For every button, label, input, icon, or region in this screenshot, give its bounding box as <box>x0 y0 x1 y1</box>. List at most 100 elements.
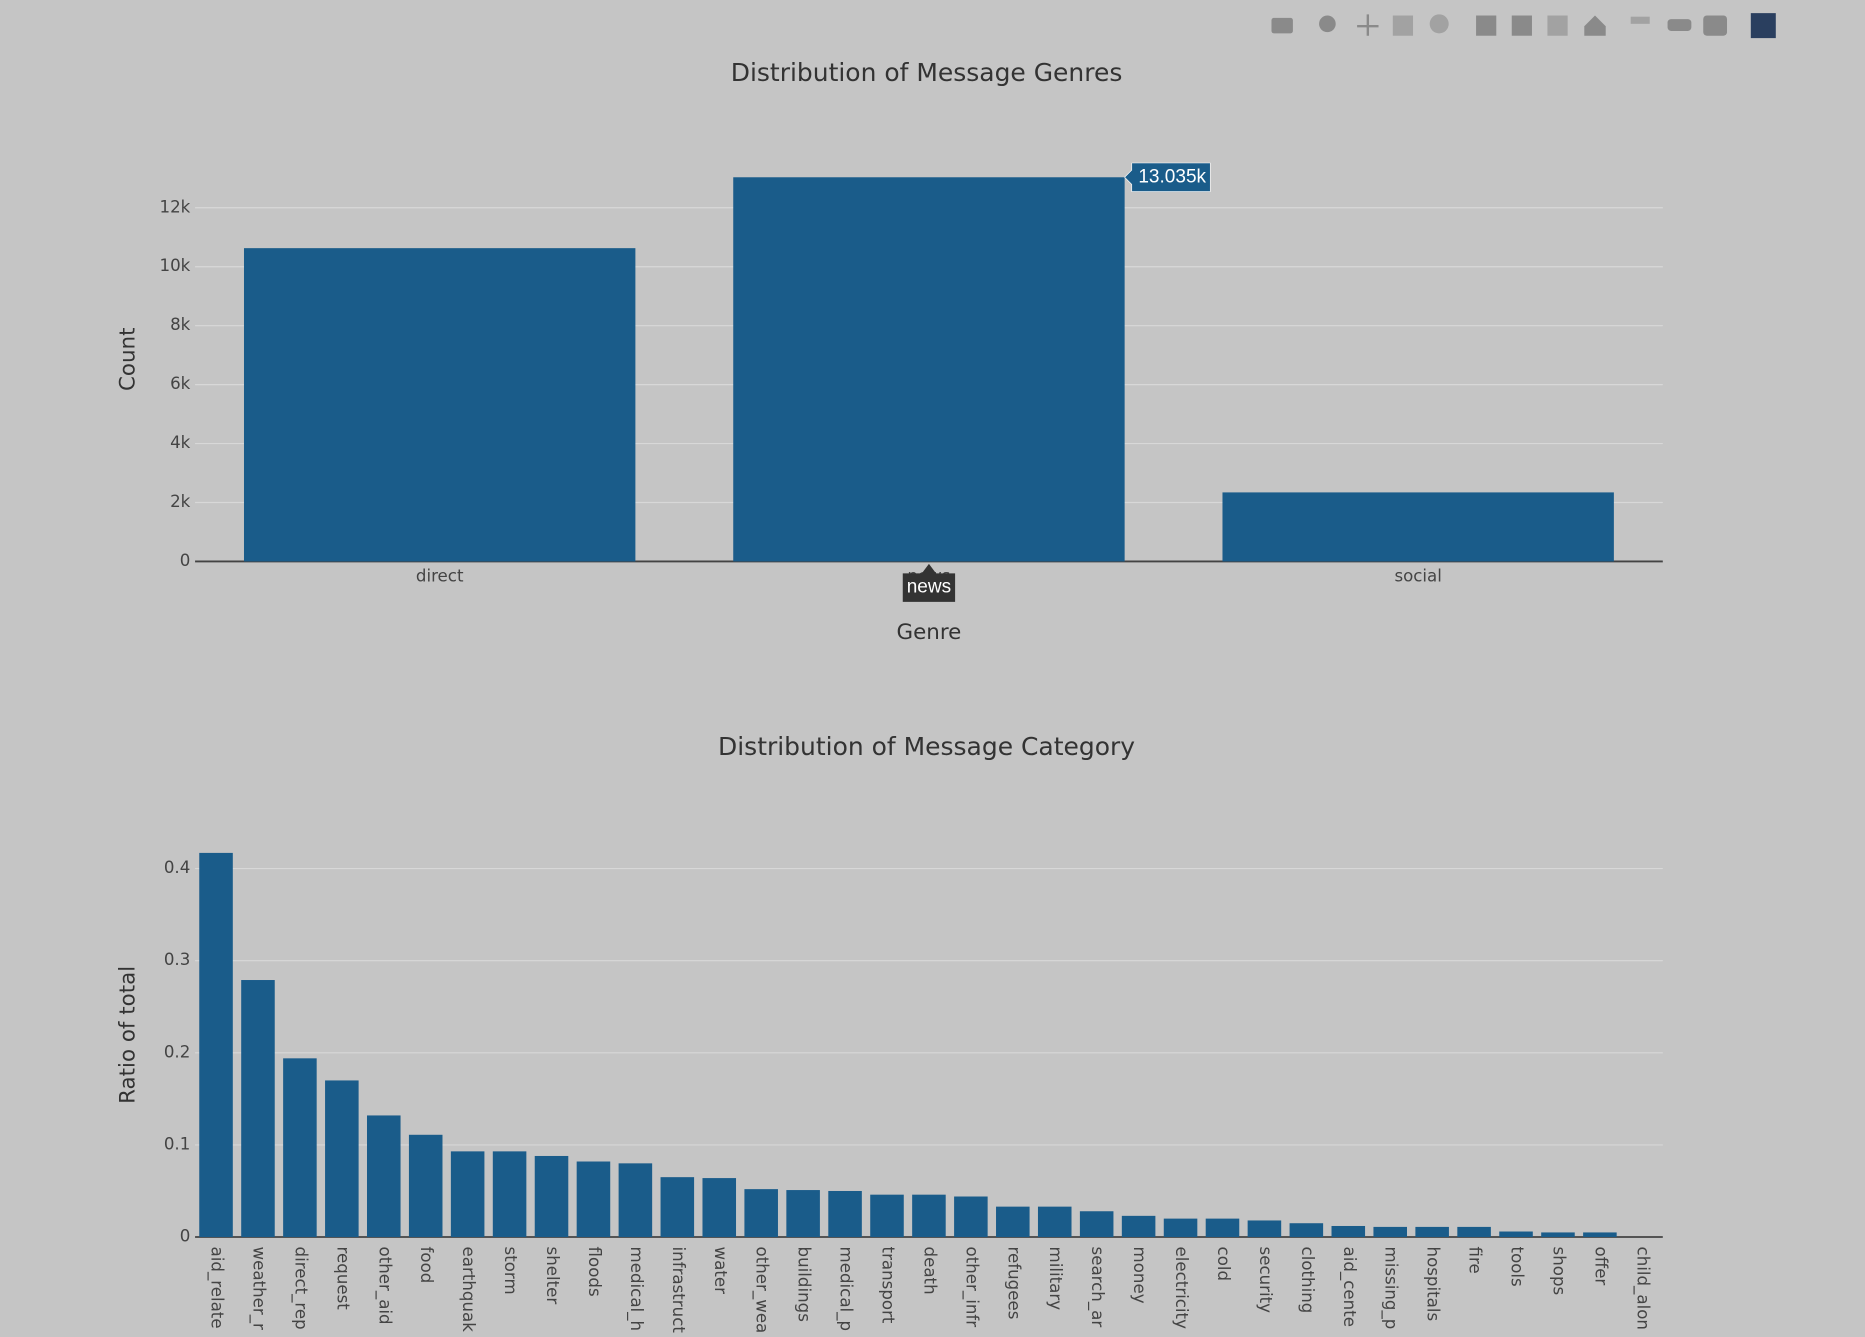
bar <box>1247 1220 1282 1238</box>
y-tick-label: 2k <box>170 492 191 511</box>
bar <box>912 1194 946 1238</box>
y-tick-label: 0 <box>180 1227 191 1246</box>
bar <box>1583 1232 1617 1238</box>
home-icon[interactable] <box>1584 15 1606 36</box>
hover-tooltip: 13.035k <box>1124 162 1211 192</box>
y-axis-title: Count <box>115 327 140 391</box>
zoom-in-icon[interactable] <box>1476 15 1497 36</box>
x-tick-label: shelter <box>543 1247 562 1305</box>
x-tick-label: other_infr <box>961 1247 981 1328</box>
x-tick-label: aid_relate <box>207 1247 227 1329</box>
y-tick-label: 0.3 <box>164 950 190 969</box>
bar <box>1373 1226 1407 1238</box>
hover-box <box>1124 162 1211 192</box>
y-tick-label: 12k <box>159 197 190 216</box>
x-tick-label: aid_cente <box>1339 1247 1359 1327</box>
x-tick-label: shops <box>1549 1247 1568 1296</box>
lasso-icon[interactable] <box>1429 14 1449 34</box>
bar <box>492 1151 527 1238</box>
x-hover-label: news <box>907 577 951 598</box>
x-tick-label: transport <box>878 1247 897 1324</box>
x-tick-label: water <box>711 1247 730 1295</box>
pan-icon[interactable] <box>1357 14 1379 36</box>
bar <box>1163 1218 1198 1238</box>
bar <box>744 1189 778 1238</box>
x-tick-label: money <box>1130 1247 1149 1304</box>
autoscale-icon[interactable] <box>1547 15 1568 36</box>
y-tick-label: 0.4 <box>164 858 190 877</box>
x-tick-label: hospitals <box>1424 1247 1443 1322</box>
bar <box>1205 1218 1240 1238</box>
bar <box>366 1115 401 1238</box>
x-tick-label: electricity <box>1172 1247 1191 1330</box>
x-tick-label: social <box>1394 566 1441 585</box>
bar <box>618 1163 653 1238</box>
x-tick-label: clothing <box>1298 1247 1317 1314</box>
bar <box>576 1161 611 1238</box>
x-tick-label: search_ar <box>1087 1247 1107 1328</box>
chart-1: Distribution of Message Category Ratio of… <box>115 732 1663 1334</box>
bar <box>408 1134 443 1238</box>
y-tick-label: 10k <box>159 256 190 275</box>
bar <box>1289 1223 1324 1238</box>
x-tick-label: fire <box>1466 1247 1485 1274</box>
x-tick-label: security <box>1256 1247 1275 1314</box>
bar <box>870 1194 904 1238</box>
bar <box>450 1151 485 1238</box>
x-tick-label: other_wea <box>752 1247 772 1334</box>
bar <box>702 1178 737 1238</box>
x-tick-label: refugees <box>1004 1247 1023 1320</box>
x-tick-label: cold <box>1214 1247 1233 1282</box>
bar <box>241 980 275 1238</box>
y-tick-label: 6k <box>170 374 191 393</box>
bar <box>1037 1206 1072 1238</box>
x-tick-label: floods <box>585 1247 604 1297</box>
y-tick-label: 0 <box>180 551 191 570</box>
chart-0: Distribution of Message Genres Count Genre… <box>115 58 1663 645</box>
bar <box>1541 1232 1575 1238</box>
select-icon[interactable] <box>1392 15 1414 36</box>
x-tick-label: offer <box>1591 1247 1610 1286</box>
x-axis-title: Genre <box>897 620 962 645</box>
zoom-out-icon[interactable] <box>1511 15 1532 36</box>
hover-closest-icon[interactable] <box>1667 19 1692 31</box>
bar <box>1457 1226 1491 1238</box>
modebar[interactable] <box>1271 13 1776 39</box>
spike-icon[interactable] <box>1630 16 1650 24</box>
y-tick-label: 8k <box>170 315 191 334</box>
y-tick-label: 4k <box>170 433 191 452</box>
bar <box>1121 1215 1156 1238</box>
x-tick-label: food <box>417 1247 436 1284</box>
x-tick-label: infrastruct <box>669 1247 688 1334</box>
y-tick-label: 0.1 <box>164 1134 190 1153</box>
bar <box>1499 1231 1533 1238</box>
y-tick-label: 0.2 <box>164 1042 190 1061</box>
x-tick-label: medical_p <box>836 1247 856 1332</box>
hover-compare-icon[interactable] <box>1703 15 1728 36</box>
x-tick-label: request <box>333 1247 352 1311</box>
x-tick-label: military <box>1046 1247 1065 1311</box>
bar <box>786 1190 820 1238</box>
bar <box>996 1206 1030 1238</box>
zoom-icon[interactable] <box>1319 15 1336 33</box>
x-tick-label: buildings <box>795 1247 814 1322</box>
camera-icon[interactable] <box>1271 17 1293 34</box>
x-tick-label: weather_r <box>248 1247 268 1331</box>
y-axis-title: Ratio of total <box>115 966 140 1104</box>
x-tick-label: direct <box>416 566 464 585</box>
x-tick-label: child_alon <box>1632 1247 1652 1330</box>
bar <box>199 852 233 1238</box>
x-tick-label: other_aid <box>374 1247 394 1325</box>
x-hover-tooltip: news <box>902 563 956 602</box>
x-tick-label: medical_h <box>626 1247 646 1331</box>
hover-value: 13.035k <box>1138 166 1206 187</box>
plotly-logo[interactable] <box>1750 13 1776 39</box>
bar <box>660 1177 695 1238</box>
x-tick-label: storm <box>501 1247 520 1295</box>
bar <box>534 1155 569 1238</box>
bar <box>325 1080 359 1238</box>
x-tick-label: tools <box>1508 1247 1527 1287</box>
bar <box>243 248 636 562</box>
